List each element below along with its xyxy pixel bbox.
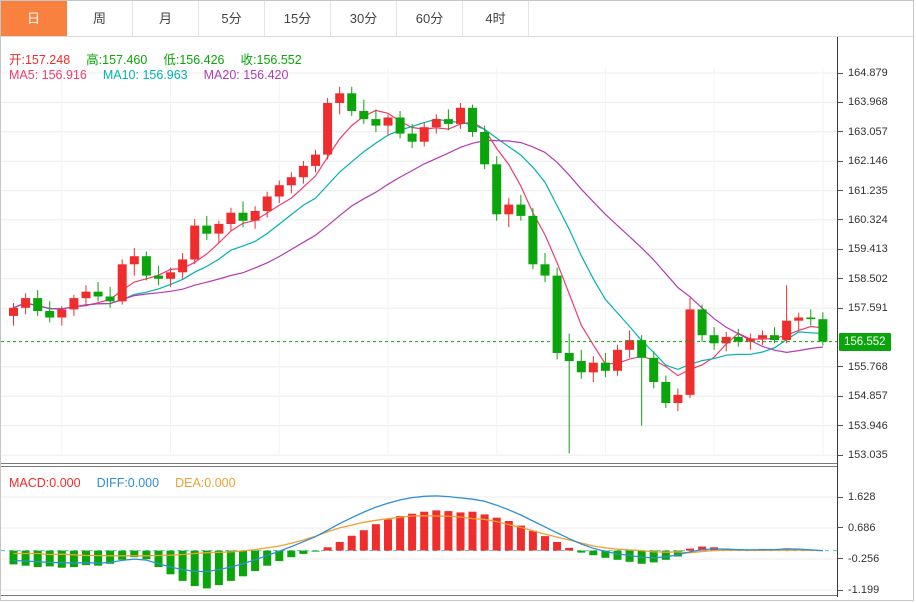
axis-tick [838, 366, 843, 368]
tab-week[interactable]: 周 [67, 1, 133, 36]
tab-day[interactable]: 日 [1, 1, 67, 36]
axis-tick [838, 219, 843, 221]
axis-tick [838, 190, 843, 192]
axis-tick [838, 278, 843, 280]
tab-60min[interactable]: 60分 [397, 1, 463, 36]
price-tick-label: 158.502 [848, 272, 888, 285]
price-tick-label: -0.256 [848, 552, 880, 565]
axis-tick [838, 558, 843, 560]
price-tick-label: 154.857 [848, 390, 888, 403]
price-tick-label: -1.199 [848, 584, 880, 596]
tab-month[interactable]: 月 [133, 1, 199, 36]
axis-tick [838, 454, 843, 456]
price-tick-label: 1.628 [848, 491, 876, 503]
macd-chart-canvas[interactable] [1, 467, 837, 595]
price-tick-label: 164.879 [848, 67, 888, 79]
price-axis: 156.552 164.879 163.968 163.057 162.146 161.… [837, 37, 913, 597]
price-tick-label: 163.057 [848, 125, 888, 138]
axis-tick [838, 160, 843, 162]
axis-tick [838, 101, 843, 103]
price-tick-label: 159.413 [848, 243, 888, 256]
price-tick-label: 153.946 [848, 419, 888, 432]
price-tick-label: 163.968 [848, 96, 888, 109]
axis-tick [838, 248, 843, 250]
axis-tick [838, 131, 843, 133]
axis-tick [838, 527, 843, 529]
axis-tick [838, 496, 843, 498]
axis-tick [838, 395, 843, 397]
axis-tick [838, 425, 843, 427]
timeframe-tabbar: 日周月 5分 15分 30分 60分 4时 [1, 1, 913, 37]
price-tick-label: 157.591 [848, 302, 888, 315]
current-price-badge: 156.552 [839, 332, 891, 351]
price-tick-label: 162.146 [848, 155, 888, 168]
price-tick-label: 155.768 [848, 360, 888, 373]
macd-panel: MACD:0.000 DIFF:0.000 DEA:0.000 [1, 466, 837, 596]
price-tick-label: 153.035 [848, 449, 888, 462]
tab-5min[interactable]: 5分 [199, 1, 265, 36]
axis-tick [838, 307, 843, 309]
tab-30min[interactable]: 30分 [331, 1, 397, 36]
tab-4hour[interactable]: 4时 [463, 1, 529, 36]
price-tick-label: 0.686 [848, 521, 876, 534]
price-tick-label: 161.235 [848, 184, 888, 197]
main-chart-canvas[interactable] [1, 37, 837, 463]
axis-tick [838, 589, 843, 591]
axis-tick [838, 72, 843, 74]
main-chart-panel: 开:157.248 高:157.460 低:156.426 收:156.552 MA5… [1, 37, 837, 464]
price-tick-label: 160.324 [848, 213, 888, 226]
tab-15min[interactable]: 15分 [265, 1, 331, 36]
